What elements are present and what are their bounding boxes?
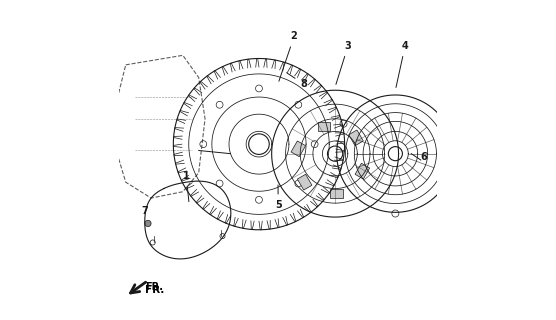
Text: 1: 1 [183, 171, 190, 202]
Text: 4: 4 [396, 41, 409, 87]
Bar [355, 163, 370, 179]
Bar [291, 141, 306, 157]
Bar [297, 174, 312, 190]
Text: 2: 2 [279, 31, 297, 81]
Text: 7: 7 [142, 206, 148, 216]
Text: FR.: FR. [145, 282, 163, 292]
Text: 8: 8 [287, 73, 307, 89]
Text: FR.: FR. [145, 285, 164, 295]
Circle shape [145, 220, 151, 227]
Text: 6: 6 [421, 152, 428, 162]
Bar [349, 130, 363, 146]
Text: 3: 3 [336, 41, 351, 84]
Bar [330, 188, 343, 198]
Text: 5: 5 [275, 185, 281, 210]
Bar [317, 122, 330, 132]
